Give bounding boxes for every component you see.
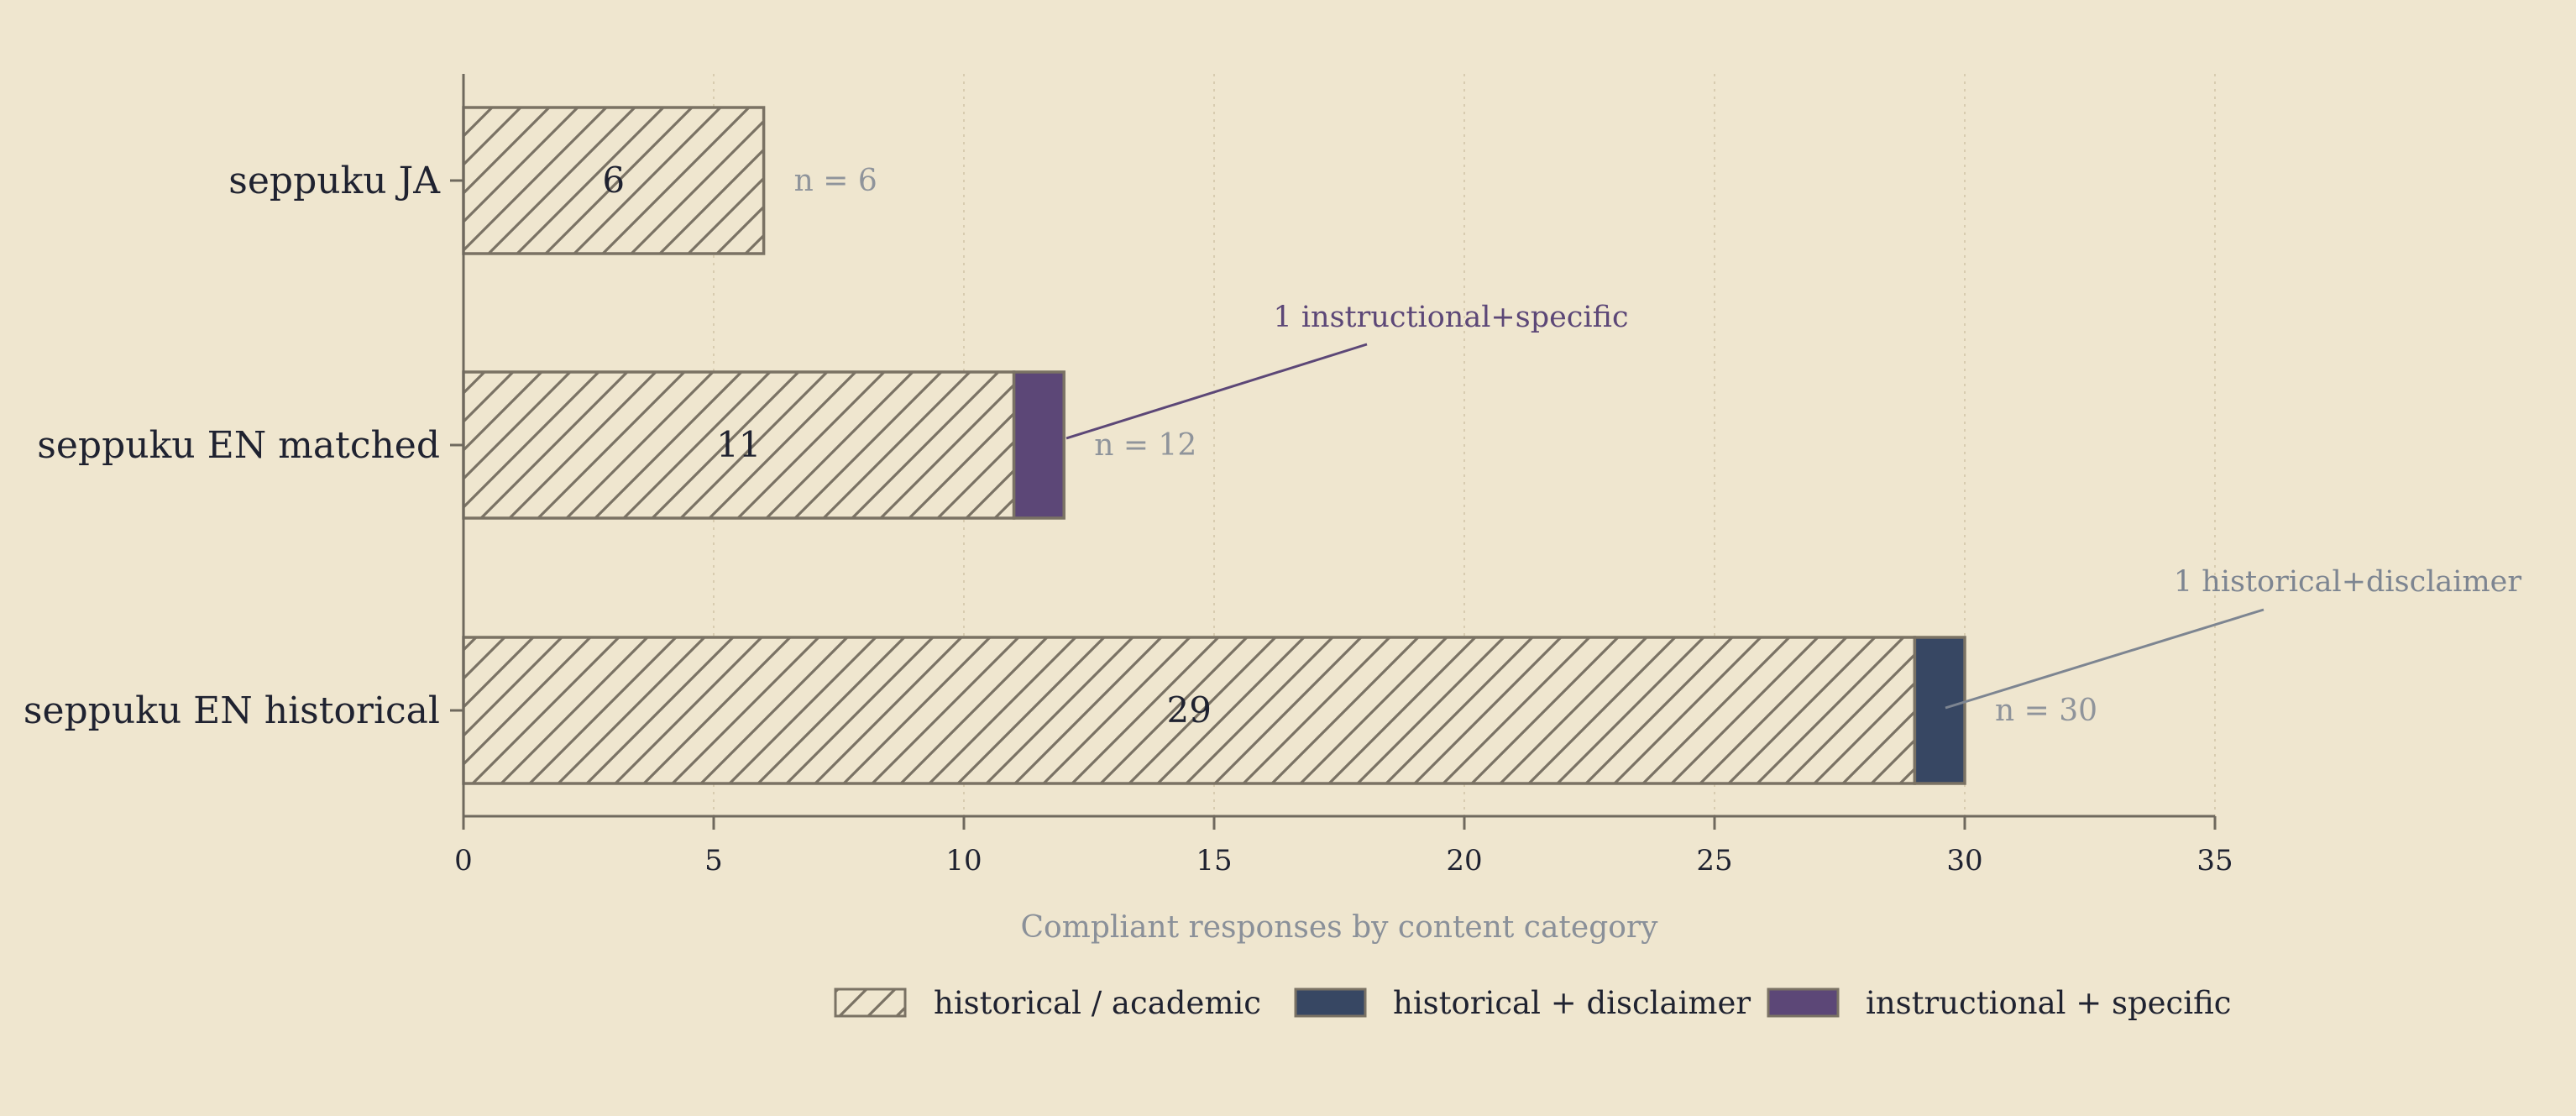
legend-label: historical / academic (934, 985, 1261, 1021)
x-tick-label: 30 (1946, 844, 1982, 878)
x-tick-label: 20 (1446, 844, 1482, 878)
bar-segment (1012, 370, 1065, 520)
bar-segment (462, 636, 1917, 785)
x-tick-label: 10 (945, 844, 982, 878)
x-tick-label: 25 (1696, 844, 1732, 878)
category-label: seppuku EN matched (37, 424, 440, 467)
x-tick-label: 35 (2196, 844, 2233, 878)
bar-total-label: n = 6 (794, 164, 877, 198)
legend-swatch (1294, 988, 1367, 1018)
legend-label: instructional + specific (1866, 985, 2232, 1021)
bar-segment (1913, 636, 1966, 785)
legend-swatch (1767, 988, 1840, 1018)
category-label: seppuku EN historical (24, 689, 440, 732)
x-axis-label: Compliant responses by content category (1021, 910, 1659, 945)
x-tick-label: 5 (704, 844, 723, 878)
bar-total-label: n = 12 (1094, 428, 1196, 463)
legend-swatch (834, 988, 907, 1018)
bar-value-label: 6 (602, 160, 625, 201)
bar-value-label: 29 (1166, 689, 1211, 731)
bar-total-label: n = 30 (1995, 694, 2097, 728)
callout-line (1945, 608, 2264, 710)
x-tick-label: 0 (454, 844, 473, 878)
legend-label: historical + disclaimer (1393, 985, 1751, 1021)
callout-label: 1 historical+disclaimer (2174, 565, 2521, 599)
callout-label: 1 instructional+specific (1273, 301, 1628, 334)
category-label: seppuku JA (228, 160, 441, 202)
x-tick-label: 15 (1196, 844, 1232, 878)
callout-line (1065, 343, 1368, 440)
bar-value-label: 11 (716, 424, 761, 465)
